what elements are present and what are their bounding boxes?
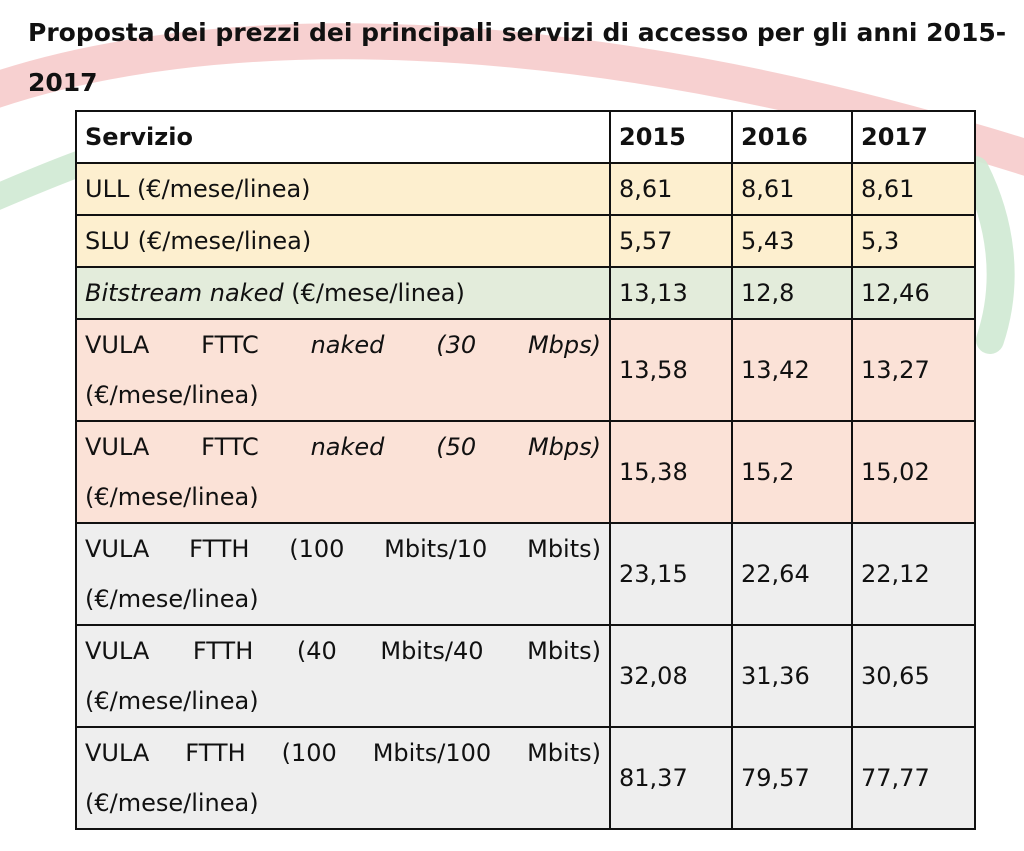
column-header-2015: 2015 — [609, 110, 733, 164]
value-2017-slu: 5,3 — [851, 214, 976, 268]
service-name-vula-ftth-40-40: VULA FTTH (40 Mbits/40 Mbits) (€/mese/li… — [75, 624, 611, 728]
value-2016-vula-ftth-100-100: 79,57 — [731, 726, 853, 830]
value-2017-vula-fttc-30: 13,27 — [851, 318, 976, 422]
service-name-vula-fttc-30: VULA FTTC naked (30 Mbps) (€/mese/linea) — [75, 318, 611, 422]
table-row-vula-fttc-30: VULA FTTC naked (30 Mbps) (€/mese/linea)… — [75, 318, 976, 422]
value-2016-vula-fttc-30: 13,42 — [731, 318, 853, 422]
service-name-bitstream: Bitstream naked (€/mese/linea) — [75, 266, 611, 320]
value-2016-slu: 5,43 — [731, 214, 853, 268]
red-arc-decoration — [0, 23, 1024, 176]
value-2016-ull: 8,61 — [731, 162, 853, 216]
value-2015-vula-ftth-100-100: 81,37 — [609, 726, 733, 830]
service-name-slu: SLU (€/mese/linea) — [75, 214, 611, 268]
table-row-vula-fttc-50: VULA FTTC naked (50 Mbps) (€/mese/linea)… — [75, 420, 976, 524]
column-header-2017: 2017 — [851, 110, 976, 164]
value-2015-ull: 8,61 — [609, 162, 733, 216]
column-header-2016: 2016 — [731, 110, 853, 164]
table-header-row: Servizio 2015 2016 2017 — [75, 110, 976, 164]
price-table: Servizio 2015 2016 2017 ULL (€/mese/line… — [75, 110, 976, 830]
value-2017-vula-ftth-100-100: 77,77 — [851, 726, 976, 830]
value-2017-ull: 8,61 — [851, 162, 976, 216]
column-header-service: Servizio — [75, 110, 611, 164]
value-2017-vula-ftth-100-10: 22,12 — [851, 522, 976, 626]
value-2015-slu: 5,57 — [609, 214, 733, 268]
page-title: Proposta dei prezzi dei principali servi… — [28, 18, 1007, 97]
service-name-vula-ftth-100-10: VULA FTTH (100 Mbits/10 Mbits) (€/mese/l… — [75, 522, 611, 626]
table-row-vula-ftth-100-10: VULA FTTH (100 Mbits/10 Mbits) (€/mese/l… — [75, 522, 976, 626]
service-name-italic: Bitstream naked — [85, 279, 284, 307]
value-2015-vula-ftth-40-40: 32,08 — [609, 624, 733, 728]
table-row-ull: ULL (€/mese/linea) 8,61 8,61 8,61 — [75, 162, 976, 216]
value-2017-vula-ftth-40-40: 30,65 — [851, 624, 976, 728]
service-name-vula-fttc-50: VULA FTTC naked (50 Mbps) (€/mese/linea) — [75, 420, 611, 524]
green-arc-right-decoration — [961, 156, 1015, 354]
table-row-bitstream: Bitstream naked (€/mese/linea) 13,13 12,… — [75, 266, 976, 320]
value-2015-vula-ftth-100-10: 23,15 — [609, 522, 733, 626]
value-2016-bitstream: 12,8 — [731, 266, 853, 320]
table-row-vula-ftth-40-40: VULA FTTH (40 Mbits/40 Mbits) (€/mese/li… — [75, 624, 976, 728]
service-name-vula-ftth-100-100: VULA FTTH (100 Mbits/100 Mbits) (€/mese/… — [75, 726, 611, 830]
value-2016-vula-fttc-50: 15,2 — [731, 420, 853, 524]
value-2016-vula-ftth-40-40: 31,36 — [731, 624, 853, 728]
service-name-italic: naked (50 Mbps) — [310, 433, 601, 461]
value-2017-bitstream: 12,46 — [851, 266, 976, 320]
value-2015-vula-fttc-30: 13,58 — [609, 318, 733, 422]
value-2016-vula-ftth-100-10: 22,64 — [731, 522, 853, 626]
value-2017-vula-fttc-50: 15,02 — [851, 420, 976, 524]
value-2015-vula-fttc-50: 15,38 — [609, 420, 733, 524]
service-name-italic: naked (30 Mbps) — [310, 331, 601, 359]
value-2015-bitstream: 13,13 — [609, 266, 733, 320]
table-row-slu: SLU (€/mese/linea) 5,57 5,43 5,3 — [75, 214, 976, 268]
service-name-ull: ULL (€/mese/linea) — [75, 162, 611, 216]
table-row-vula-ftth-100-100: VULA FTTH (100 Mbits/100 Mbits) (€/mese/… — [75, 726, 976, 830]
